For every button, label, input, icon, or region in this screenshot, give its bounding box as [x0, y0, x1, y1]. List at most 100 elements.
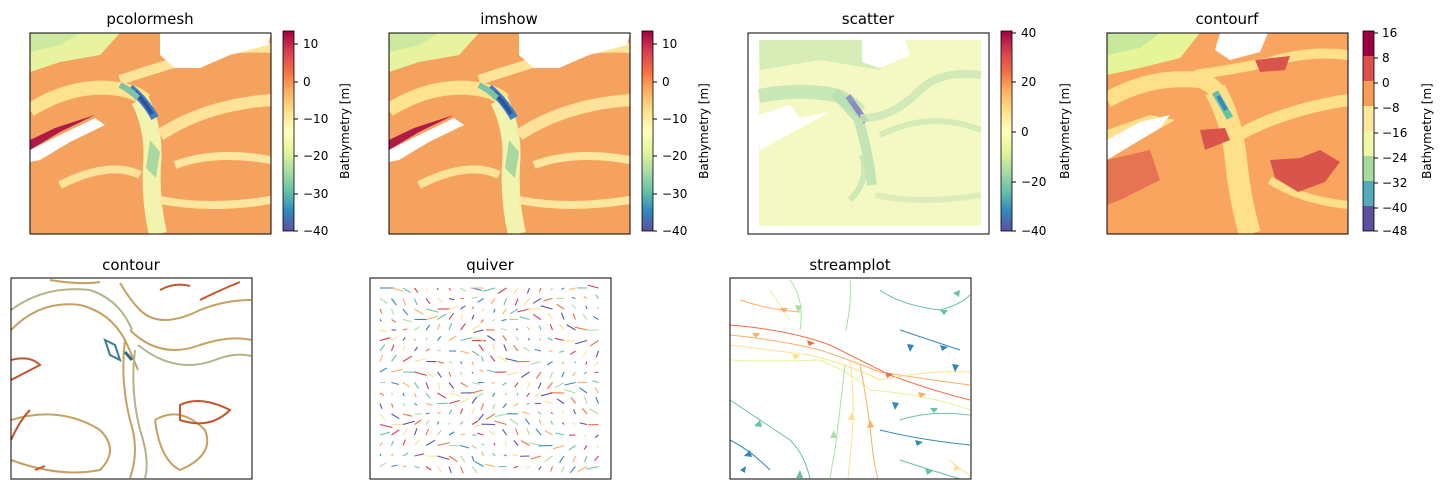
quiver-arrow — [379, 344, 386, 352]
quiver-arrow — [583, 371, 588, 375]
axes-frame — [1106, 32, 1349, 235]
quiver-arrow — [425, 371, 435, 378]
quiver-arrow — [448, 335, 457, 341]
quiver-arrow — [537, 411, 542, 415]
colorbar-tick-label: −8 — [1382, 101, 1400, 115]
quiver-arrow — [379, 423, 393, 429]
quiver-arrow — [459, 313, 464, 320]
quiver-arrow — [391, 354, 397, 362]
quiver-arrow — [471, 306, 475, 310]
quiver-arrow — [471, 466, 478, 474]
panel-title: contourf — [1196, 10, 1260, 28]
quiver-arrow — [437, 442, 450, 447]
quiver-arrow — [524, 418, 530, 425]
colorbar-tick-label: 0 — [662, 75, 670, 89]
quiver-arrow — [555, 432, 565, 436]
quiver-arrow — [391, 368, 403, 373]
quiver-arrow — [459, 408, 464, 415]
quiver-arrow — [488, 430, 496, 436]
quiver-arrow — [485, 413, 496, 420]
quiver-arrow — [540, 305, 553, 310]
colorbar-tick-label: 0 — [303, 75, 311, 89]
quiver-arrow — [586, 465, 599, 470]
quiver-arrow — [448, 422, 451, 425]
quiver-arrow — [492, 452, 496, 457]
quiver-arrow — [437, 466, 442, 473]
quiver-arrow — [379, 337, 391, 342]
panel-title: pcolormesh — [106, 10, 193, 28]
quiver-arrow — [476, 392, 484, 398]
quiver-arrow — [568, 445, 576, 451]
quiver-arrow — [574, 339, 588, 345]
quiver-arrow — [471, 314, 475, 320]
quiver-arrow — [391, 413, 400, 420]
colorbar-tick-label: 0 — [1021, 125, 1029, 139]
quiver-arrow — [437, 392, 447, 399]
colorbar: 40 20 0 −20 −40 Bathymetry [m] — [1000, 26, 1072, 238]
colorbar-tick-label: −20 — [662, 149, 687, 163]
quiver-arrow — [585, 361, 588, 365]
quiver-arrow — [544, 430, 553, 436]
panel-title: scatter — [842, 10, 895, 28]
quiver-arrow — [530, 455, 542, 460]
quiver-arrow — [550, 287, 553, 291]
quiver-arrow — [501, 318, 507, 322]
quiver-arrow — [563, 388, 576, 394]
panel-streamplot: streamplot — [729, 256, 972, 480]
quiver-arrow — [594, 371, 599, 374]
quiver-arrow — [436, 421, 440, 425]
quiver-arrow — [571, 296, 576, 300]
colorbar-tick-label: −16 — [1382, 126, 1407, 140]
quiver-arrow — [519, 316, 530, 321]
quiver-arrow — [476, 432, 484, 436]
quiver-arrow — [570, 396, 576, 404]
quiver-arrow — [486, 369, 496, 373]
quiver-arrow — [448, 305, 459, 310]
quiver-arrow — [460, 455, 466, 463]
quiver-arrow — [532, 298, 542, 304]
quiver-arrow — [448, 312, 455, 320]
colorbar-tick-label: 8 — [1382, 51, 1390, 65]
quiver-arrow — [509, 308, 519, 315]
quiver-arrow — [537, 382, 542, 390]
quiver-arrow — [390, 440, 394, 446]
quiver-arrow — [471, 455, 475, 462]
quiver-arrow — [492, 392, 496, 397]
quiver-arrow — [491, 381, 496, 384]
axes-frame — [388, 32, 631, 235]
quiver-arrow — [473, 329, 484, 334]
quiver-arrow — [414, 438, 420, 446]
quiver-arrow — [528, 442, 542, 447]
quiver-arrow — [502, 428, 507, 436]
quiver-arrow — [491, 343, 496, 352]
colorbar-tick-label: 10 — [303, 37, 318, 51]
quiver-arrow — [562, 410, 565, 415]
quiver-arrow — [481, 451, 485, 457]
quiver-arrow — [460, 433, 466, 436]
quiver-arrow — [379, 298, 389, 304]
quiver-arrow — [513, 465, 519, 469]
quiver-arrow — [448, 371, 452, 377]
quiver-arrow — [594, 361, 599, 367]
quiver-arrow — [472, 423, 484, 428]
heatmap-field — [389, 33, 630, 234]
quiver-arrow — [402, 298, 407, 306]
quiver-arrow — [478, 344, 484, 352]
quiver-arrow — [554, 382, 565, 389]
panel-quiver: quiver — [369, 256, 612, 480]
quiver-arrow — [379, 462, 387, 467]
quiver-arrow — [547, 312, 553, 320]
quiver-arrow — [391, 298, 397, 306]
quiver-arrow — [379, 392, 384, 396]
quiver-arrow — [538, 466, 542, 471]
quiver-arrow — [471, 420, 479, 425]
quiver-arrow — [572, 371, 576, 377]
quiver-arrow — [448, 287, 452, 291]
quiver-arrow — [492, 308, 496, 313]
quiver-arrow — [595, 350, 600, 358]
quiver-arrow — [414, 465, 420, 469]
quiver-arrow — [402, 413, 413, 417]
quiver-arrow — [526, 326, 530, 331]
colorbar-gradient — [1000, 30, 1013, 232]
quiver-arrow — [505, 392, 508, 396]
